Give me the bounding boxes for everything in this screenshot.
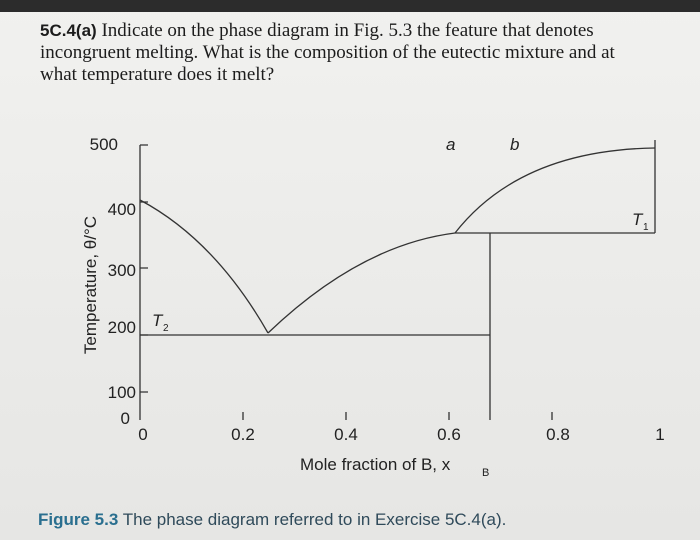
annotation-t1-subscript: 1 [643, 222, 649, 233]
y-tick-label: 500 [90, 135, 118, 154]
x-tick-label: 0.6 [437, 425, 461, 444]
question-line: what temperature does it melt? [40, 64, 275, 85]
x-tick-label: 0.2 [231, 425, 255, 444]
x-tick-label: 0 [138, 425, 147, 444]
annotation-t2: T [152, 311, 164, 330]
annotation-t2-subscript: 2 [163, 323, 169, 334]
ticks [140, 144, 553, 420]
question-line: Indicate on the phase diagram in Fig. 5.… [101, 20, 594, 41]
y-axis-label: Temperature, θ/°C [81, 216, 100, 354]
liquidus-b [267, 232, 456, 334]
x-axis-label-subscript: B [482, 467, 489, 479]
annotation-b: b [510, 135, 519, 154]
question-line: incongruent melting. What is the composi… [40, 42, 615, 63]
x-tick-label: 0.8 [546, 425, 570, 444]
y-tick-label: 100 [108, 383, 136, 402]
caption-label: Figure 5.3 [38, 510, 119, 529]
caption-text: The phase diagram referred to in Exercis… [122, 510, 507, 529]
liquidus-upper [454, 147, 656, 234]
x-tick-label: 1 [655, 425, 664, 444]
photo-edge [0, 0, 700, 12]
liquidus-a [139, 199, 269, 334]
annotation-a: a [446, 135, 455, 154]
question: 5C.4(a) Indicate on the phase diagram in… [40, 20, 690, 86]
y-tick-label: 400 [108, 200, 136, 219]
y-tick-label: 0 [121, 409, 130, 428]
x-tick-label: 0.4 [334, 425, 358, 444]
caption: Figure 5.3 The phase diagram referred to… [38, 510, 506, 530]
question-number: 5C.4(a) [40, 21, 97, 40]
annotation-t1: T [632, 210, 644, 229]
x-axis-label: Mole fraction of B, x [300, 455, 451, 474]
y-tick-label: 300 [108, 261, 136, 280]
y-tick-label: 200 [108, 318, 136, 337]
